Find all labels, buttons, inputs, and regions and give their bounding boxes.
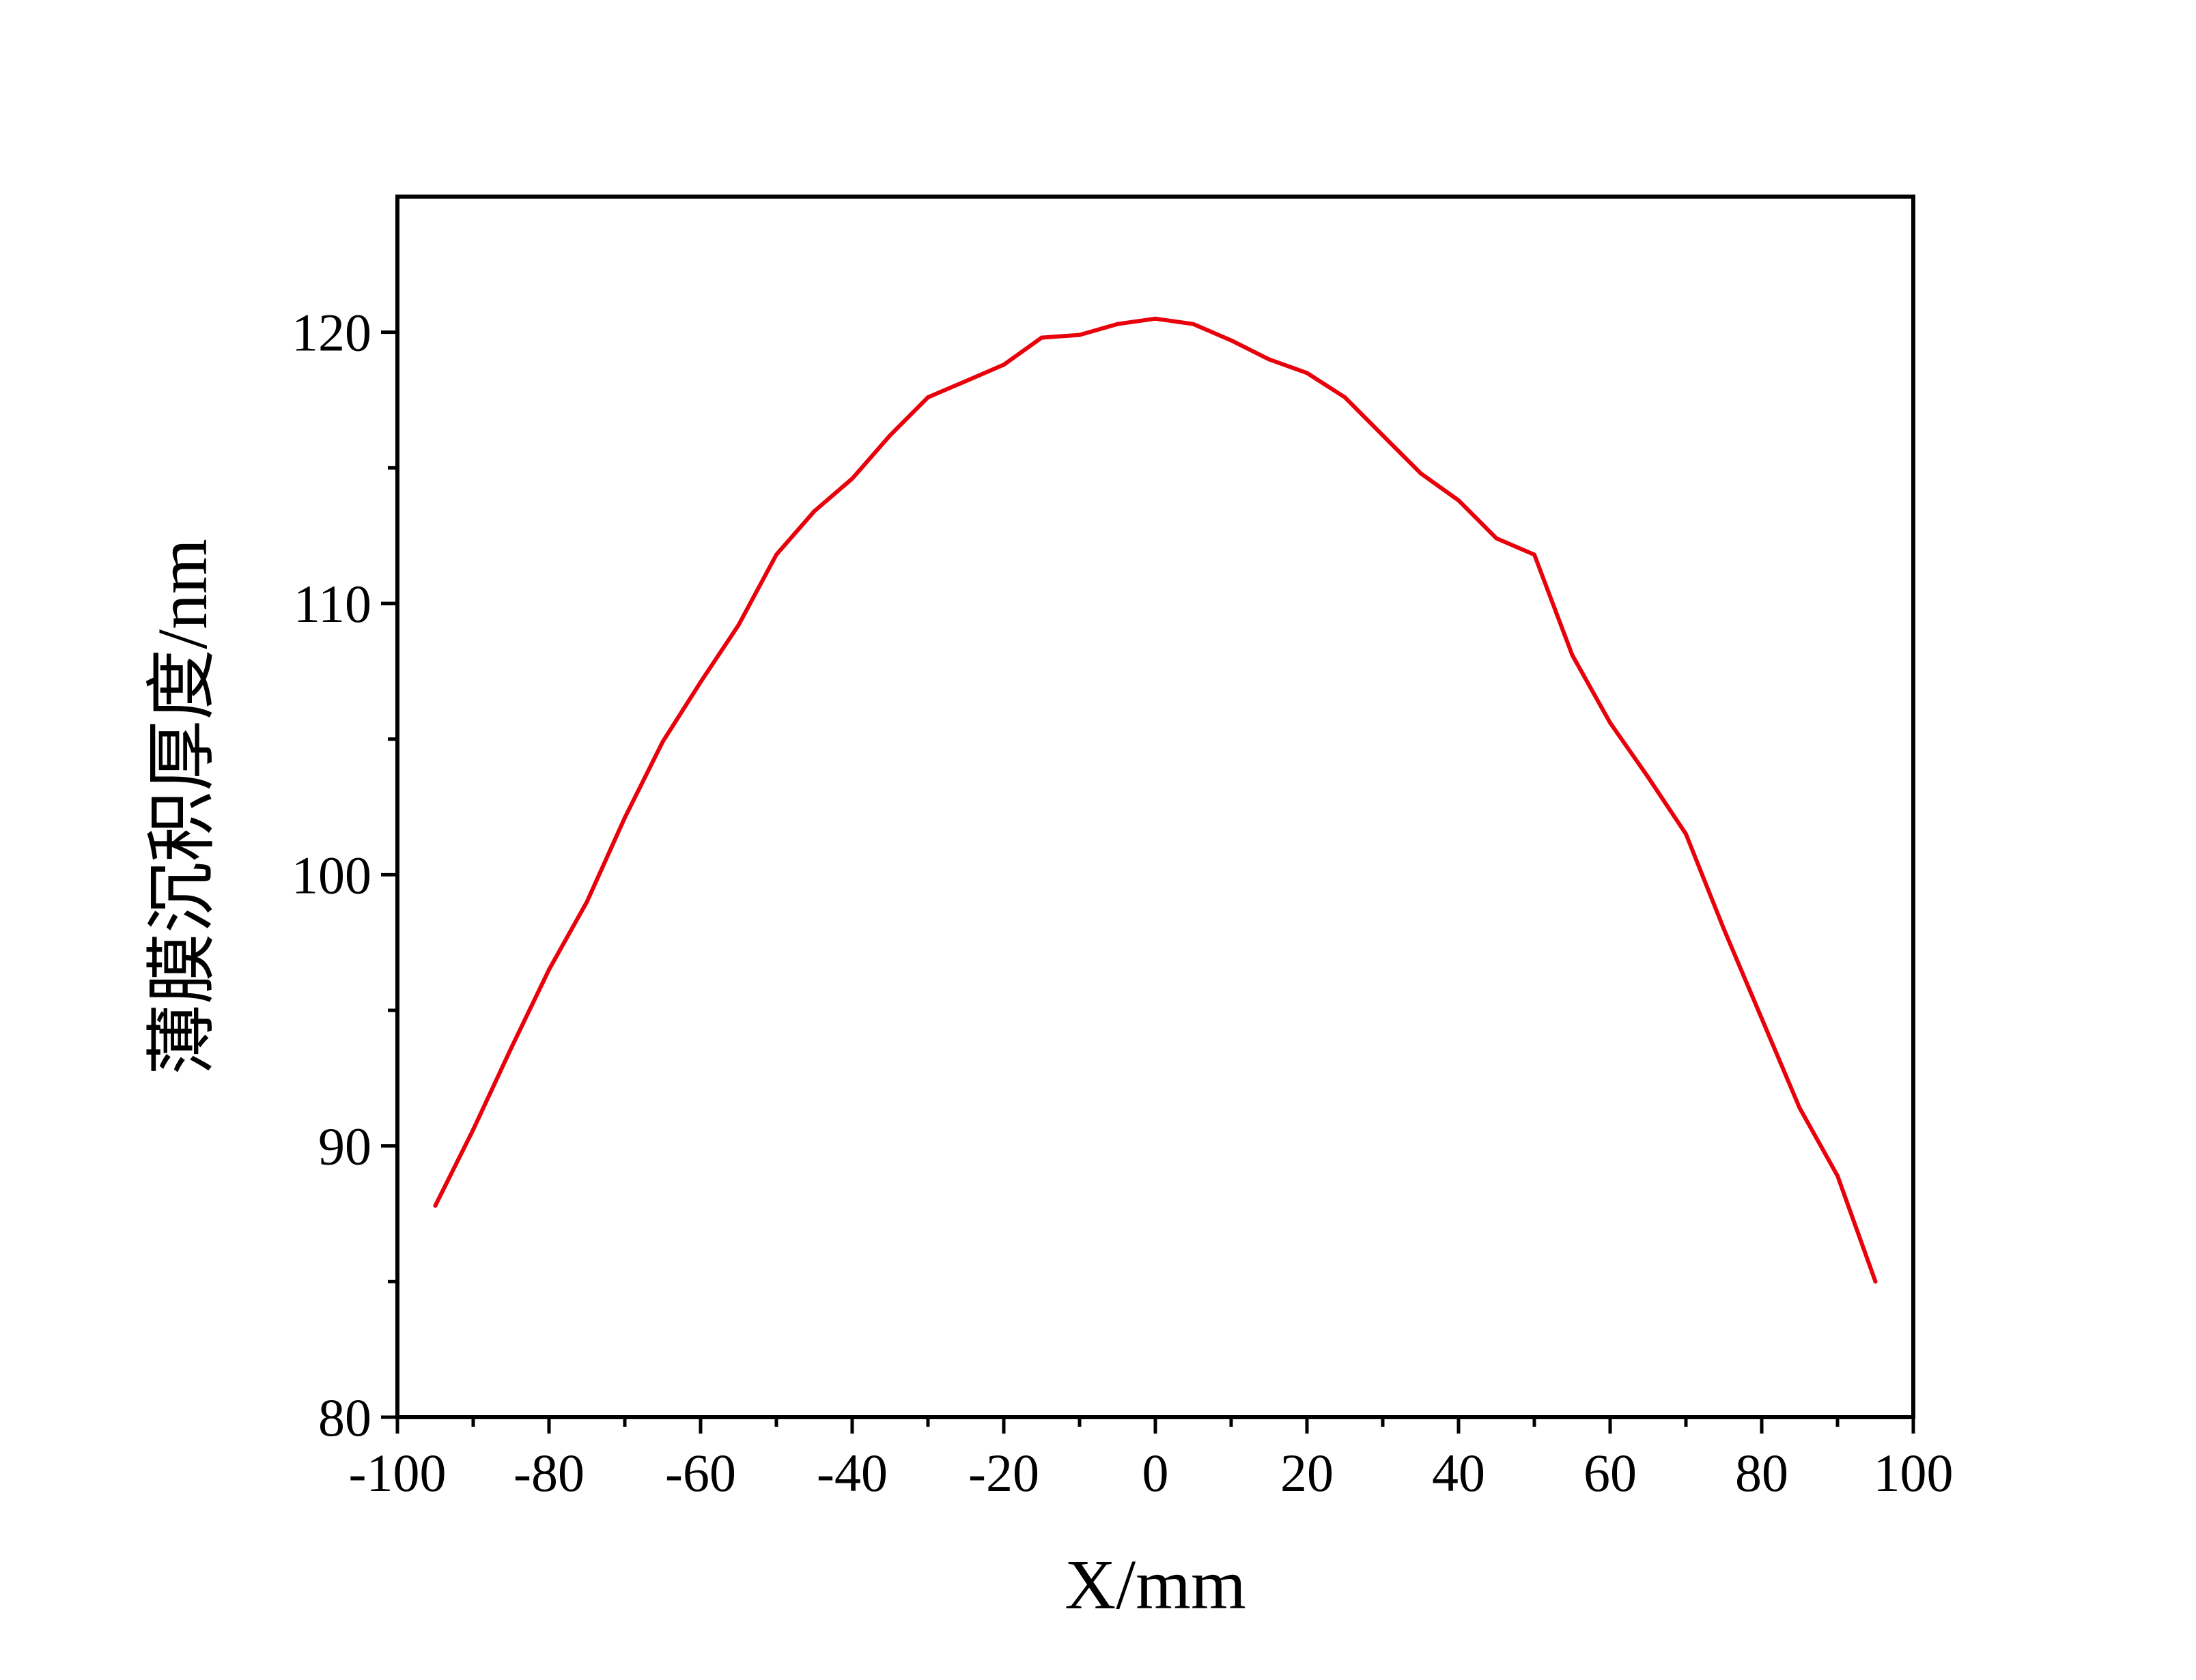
data-point — [1002, 362, 1006, 367]
data-point — [699, 680, 703, 685]
data-point — [963, 379, 968, 384]
plot-area — [395, 195, 1915, 1419]
data-point — [1456, 498, 1461, 502]
data-point — [1267, 357, 1271, 362]
x-tick-label: 60 — [1583, 1443, 1637, 1503]
x-tick-label: -80 — [513, 1443, 585, 1503]
minor-ticks — [388, 466, 1840, 1427]
major-ticks — [381, 330, 1915, 1434]
y-tick-labels: 80 90 100 110 120 — [292, 303, 371, 1447]
data-point — [850, 476, 854, 481]
data-point — [1760, 1016, 1764, 1021]
x-axis-title: X/mm — [1065, 1546, 1246, 1624]
data-point — [1494, 536, 1499, 541]
data-point — [926, 395, 930, 399]
y-axis-title: 薄膜沉积厚度/nm — [143, 539, 222, 1075]
data-point — [1797, 1106, 1802, 1110]
x-tick-labels: -100 -80 -60 -40 -20 0 20 40 60 80 100 — [349, 1443, 1954, 1503]
x-tick-label: -60 — [665, 1443, 736, 1503]
x-tick-label: -100 — [349, 1443, 447, 1503]
data-point — [1115, 322, 1120, 326]
data-point — [547, 967, 551, 972]
x-tick-label: 20 — [1280, 1443, 1334, 1503]
x-tick-label: -20 — [968, 1443, 1039, 1503]
data-point — [1039, 335, 1044, 340]
data-point — [736, 623, 741, 627]
data-point — [1229, 338, 1233, 343]
data-point — [1078, 332, 1082, 337]
y-tick-label: 100 — [292, 845, 371, 905]
x-tick-label: 100 — [1874, 1443, 1954, 1503]
data-point — [1721, 926, 1726, 931]
data-point — [623, 815, 627, 820]
data-point — [1684, 831, 1688, 836]
data-point — [471, 1127, 475, 1132]
data-point — [1873, 1279, 1878, 1284]
x-tick-label: -40 — [817, 1443, 888, 1503]
x-tick-label: 0 — [1142, 1443, 1169, 1503]
data-point — [1835, 1173, 1840, 1178]
y-tick-label: 80 — [318, 1388, 371, 1447]
data-points — [433, 316, 1878, 1284]
data-point — [1342, 395, 1347, 399]
x-tick-label: 40 — [1432, 1443, 1485, 1503]
data-point — [660, 739, 665, 744]
data-point — [812, 509, 817, 513]
data-point — [774, 552, 778, 557]
data-point — [888, 433, 892, 438]
data-point — [1153, 316, 1157, 321]
data-point — [1381, 433, 1385, 438]
data-point — [1646, 775, 1650, 780]
data-point — [433, 1204, 438, 1208]
data-point — [1191, 322, 1196, 326]
data-point — [1305, 371, 1309, 375]
data-point — [585, 900, 589, 905]
y-tick-label: 120 — [292, 303, 371, 362]
data-point — [1532, 552, 1536, 557]
data-point — [509, 1046, 513, 1051]
data-point — [1570, 653, 1575, 657]
y-tick-label: 110 — [294, 574, 371, 633]
x-tick-label: 80 — [1735, 1443, 1788, 1503]
data-point — [1418, 471, 1423, 476]
y-tick-label: 90 — [318, 1117, 371, 1176]
data-point — [1608, 720, 1612, 725]
series-line — [433, 316, 1878, 1284]
